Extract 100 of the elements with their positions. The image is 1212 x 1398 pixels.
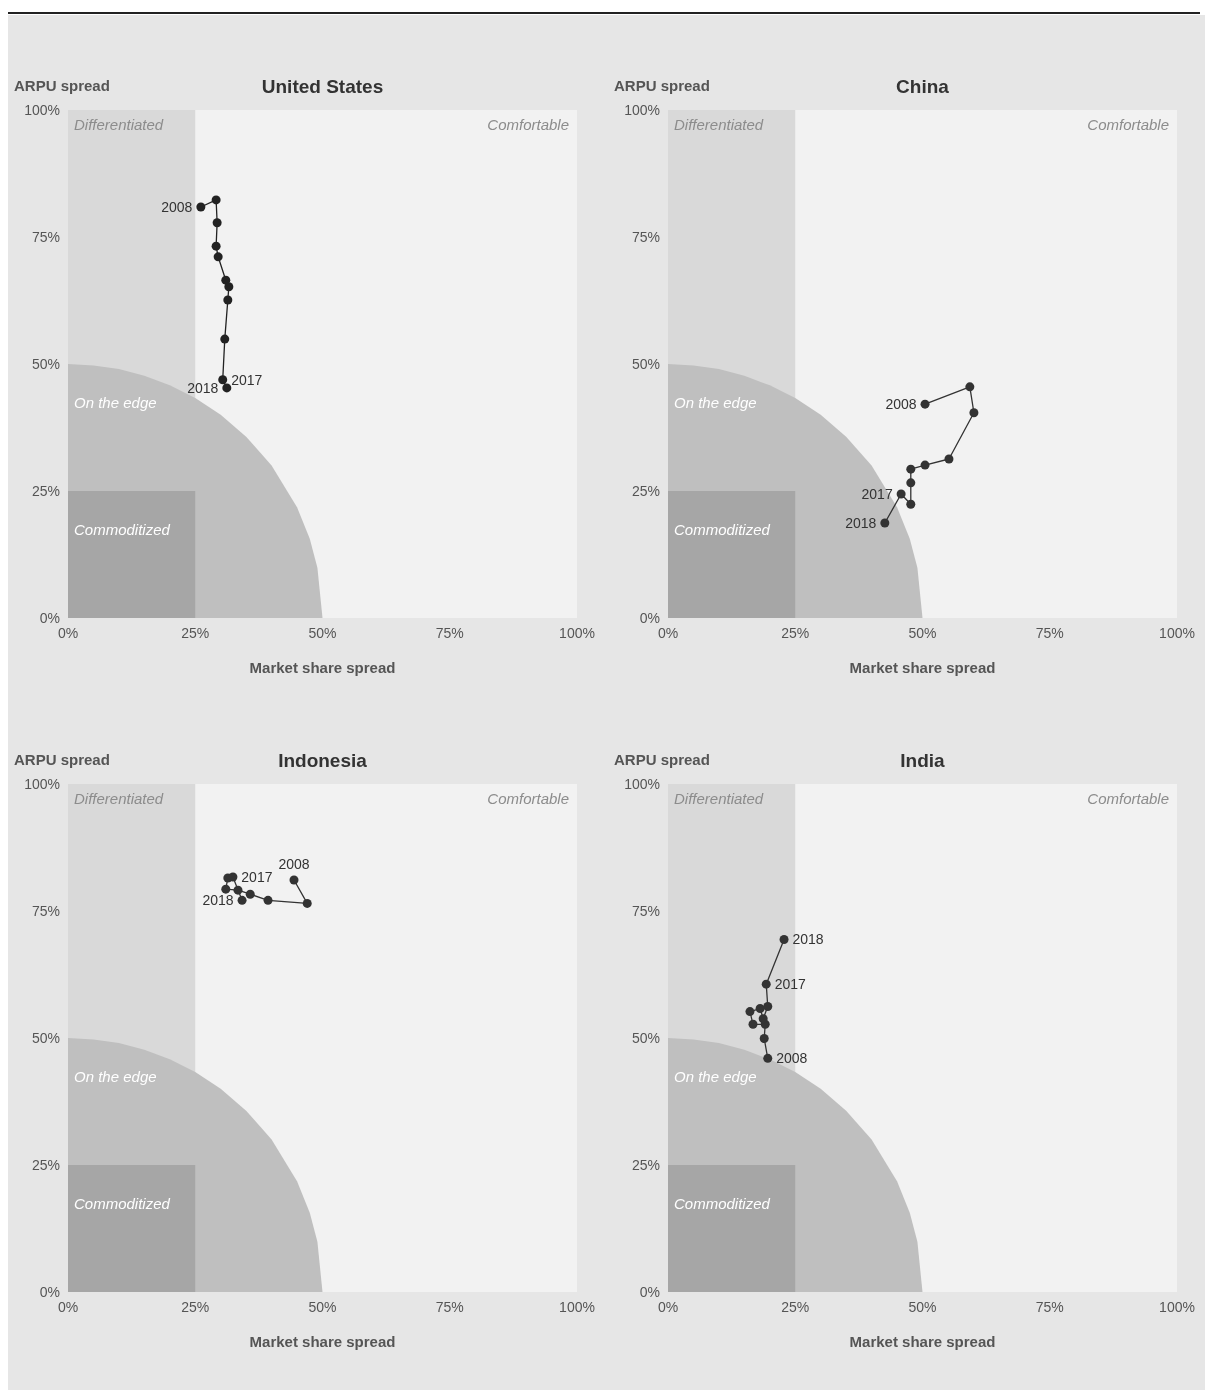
y-tick-label: 50% — [631, 355, 660, 372]
y-tick-label: 75% — [631, 902, 660, 919]
point — [755, 1004, 765, 1014]
annotation: Comfortable — [487, 790, 569, 807]
x-tick-label: 0% — [57, 625, 79, 641]
point — [748, 1019, 758, 1029]
annotation: 2008 — [885, 396, 917, 413]
point — [224, 282, 234, 292]
point — [965, 382, 975, 392]
point — [906, 499, 916, 509]
annotation: 2008 — [776, 1050, 808, 1067]
x-tick-label: 75% — [435, 1299, 464, 1315]
x-tick-label: 100% — [559, 625, 595, 641]
annotation: Commoditized — [674, 1195, 771, 1212]
annotation: Commoditized — [674, 521, 771, 538]
y-tick-label: 25% — [631, 482, 660, 499]
annotation: 2018 — [792, 931, 824, 948]
point — [906, 464, 916, 474]
y-tick-label: 0% — [39, 1283, 60, 1300]
annotation: 2008 — [161, 198, 193, 215]
annotation: 2017 — [774, 976, 807, 993]
point — [906, 478, 916, 488]
annotation: 2008 — [278, 855, 310, 872]
point — [969, 408, 979, 418]
band-label: Differentiated — [674, 790, 764, 807]
point — [223, 295, 233, 305]
point — [880, 518, 890, 528]
point — [245, 889, 255, 899]
y-tick-label: 75% — [631, 228, 660, 245]
y-tick-label: 25% — [31, 482, 60, 499]
y-tick-label: 100% — [24, 775, 60, 792]
y-axis-title: ARPU spread — [14, 77, 110, 95]
band-label: Differentiated — [74, 116, 164, 133]
x-axis-title: Market share spread — [849, 1333, 996, 1351]
x-tick-label: 100% — [559, 1299, 595, 1315]
point — [213, 252, 223, 262]
annotation: 2018 — [202, 892, 234, 909]
y-tick-label: 50% — [31, 1029, 60, 1046]
x-tick-label: 100% — [1159, 625, 1195, 641]
chart-title: United States — [261, 75, 384, 97]
annotation: On the edge — [74, 394, 157, 411]
chart-title: India — [900, 749, 946, 771]
point — [302, 898, 312, 908]
point — [758, 1014, 768, 1024]
x-tick-label: 0% — [57, 1299, 79, 1315]
annotation: Commoditized — [74, 521, 171, 538]
point — [263, 895, 273, 905]
x-tick-label: 50% — [908, 625, 937, 641]
point — [761, 979, 771, 989]
y-tick-label: 100% — [624, 101, 660, 118]
point — [237, 895, 247, 905]
y-tick-label: 100% — [624, 775, 660, 792]
x-tick-label: 0% — [657, 625, 679, 641]
x-axis-title: Market share spread — [249, 659, 396, 677]
annotation: On the edge — [674, 394, 757, 411]
annotation: Comfortable — [1087, 790, 1169, 807]
point — [944, 454, 954, 464]
x-tick-label: 25% — [781, 625, 810, 641]
annotation: On the edge — [74, 1068, 157, 1085]
point — [759, 1034, 769, 1044]
annotation: Commoditized — [74, 1195, 171, 1212]
point — [212, 218, 222, 228]
point — [920, 399, 930, 409]
y-tick-label: 0% — [39, 609, 60, 626]
chart-title: China — [896, 75, 950, 97]
y-axis-title: ARPU spread — [14, 751, 110, 769]
point — [763, 1053, 773, 1063]
point — [222, 383, 232, 393]
y-tick-label: 75% — [31, 228, 60, 245]
y-tick-label: 50% — [631, 1029, 660, 1046]
y-axis-title: ARPU spread — [614, 751, 710, 769]
point — [779, 934, 789, 944]
annotation: 2017 — [241, 868, 273, 885]
x-tick-label: 75% — [1035, 625, 1064, 641]
annotation: 2017 — [231, 371, 263, 388]
y-tick-label: 25% — [631, 1156, 660, 1173]
x-tick-label: 25% — [181, 625, 210, 641]
x-tick-label: 75% — [1035, 1299, 1064, 1315]
chart-title: Indonesia — [278, 749, 368, 771]
annotation: On the edge — [674, 1068, 757, 1085]
y-tick-label: 75% — [31, 902, 60, 919]
point — [233, 885, 243, 895]
point — [211, 195, 221, 205]
x-tick-label: 25% — [181, 1299, 210, 1315]
band-label: Differentiated — [674, 116, 764, 133]
y-tick-label: 0% — [639, 1283, 660, 1300]
point — [920, 460, 930, 470]
x-tick-label: 0% — [657, 1299, 679, 1315]
x-axis-title: Market share spread — [249, 1333, 396, 1351]
y-tick-label: 100% — [24, 101, 60, 118]
point — [196, 202, 206, 212]
x-tick-label: 100% — [1159, 1299, 1195, 1315]
x-tick-label: 50% — [308, 625, 337, 641]
y-tick-label: 50% — [31, 355, 60, 372]
y-tick-label: 0% — [639, 609, 660, 626]
x-tick-label: 25% — [781, 1299, 810, 1315]
point — [763, 1002, 773, 1011]
annotation: 2017 — [861, 485, 893, 502]
point — [228, 872, 238, 882]
point — [896, 489, 906, 499]
